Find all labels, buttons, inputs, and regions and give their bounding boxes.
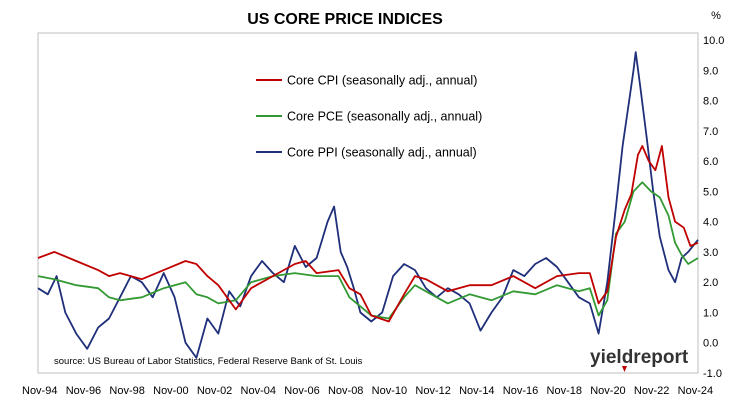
x-tick-label: Nov-94 (22, 385, 57, 397)
series-line-core-ppi (37, 51, 699, 359)
y-tick-label: 5.0 (703, 186, 718, 198)
x-tick-label: Nov-06 (284, 385, 319, 397)
y-tick-label: 9.0 (703, 65, 718, 77)
legend-label-core-pce: Core PCE (seasonally adj., annual) (287, 110, 482, 124)
x-tick-label: Nov-02 (197, 385, 232, 397)
x-tick-label: Nov-12 (415, 385, 450, 397)
y-tick-label: 8.0 (703, 96, 718, 108)
y-tick-label: 0.0 (703, 338, 718, 350)
y-tick-label: 4.0 (703, 217, 718, 229)
series-line-core-cpi (37, 145, 699, 323)
x-tick-label: Nov-24 (678, 385, 713, 397)
legend-label-core-cpi: Core CPI (seasonally adj., annual) (287, 74, 477, 88)
y-axis-unit-label: % (711, 10, 721, 22)
y-axis-ticks: 10.0 9.0 8.0 7.0 6.0 5.0 4.0 3.0 2.0 1.0 0.0 -1.0 (703, 35, 724, 380)
y-tick-label: 1.0 (703, 307, 718, 319)
x-tick-label: Nov-08 (328, 385, 363, 397)
x-tick-label: Nov-18 (547, 385, 582, 397)
series-line-core-pce (37, 181, 699, 320)
y-tick-label: -1.0 (703, 368, 722, 380)
x-tick-label: Nov-04 (241, 385, 276, 397)
y-tick-label: 3.0 (703, 247, 718, 259)
x-tick-label: Nov-96 (66, 385, 101, 397)
logo-arrow-icon (622, 366, 627, 372)
x-tick-label: Nov-20 (590, 385, 625, 397)
logo-text: yieldreport (590, 347, 689, 368)
x-tick-label: Nov-98 (109, 385, 144, 397)
x-tick-label: Nov-22 (634, 385, 669, 397)
x-tick-label: Nov-00 (153, 385, 188, 397)
source-note: source: US Bureau of Labor Statistics, F… (54, 356, 363, 367)
y-tick-label: 6.0 (703, 156, 718, 168)
x-tick-label: Nov-16 (503, 385, 538, 397)
y-tick-label: 10.0 (703, 35, 724, 47)
legend-label-core-ppi: Core PPI (seasonally adj., annual) (287, 146, 477, 160)
legend: Core CPI (seasonally adj., annual) Core P… (256, 74, 482, 160)
y-tick-label: 2.0 (703, 277, 718, 289)
chart-title: US CORE PRICE INDICES (247, 11, 443, 28)
y-tick-label: 7.0 (703, 126, 718, 138)
series-lines (37, 51, 699, 359)
x-tick-label: Nov-14 (459, 385, 494, 397)
yieldreport-logo: yieldreport (590, 347, 689, 372)
plot-frame (37, 32, 699, 374)
x-axis-ticks: Nov-94 Nov-96 Nov-98 Nov-00 Nov-02 Nov-04 Nov-… (22, 385, 713, 397)
x-tick-label: Nov-10 (372, 385, 407, 397)
